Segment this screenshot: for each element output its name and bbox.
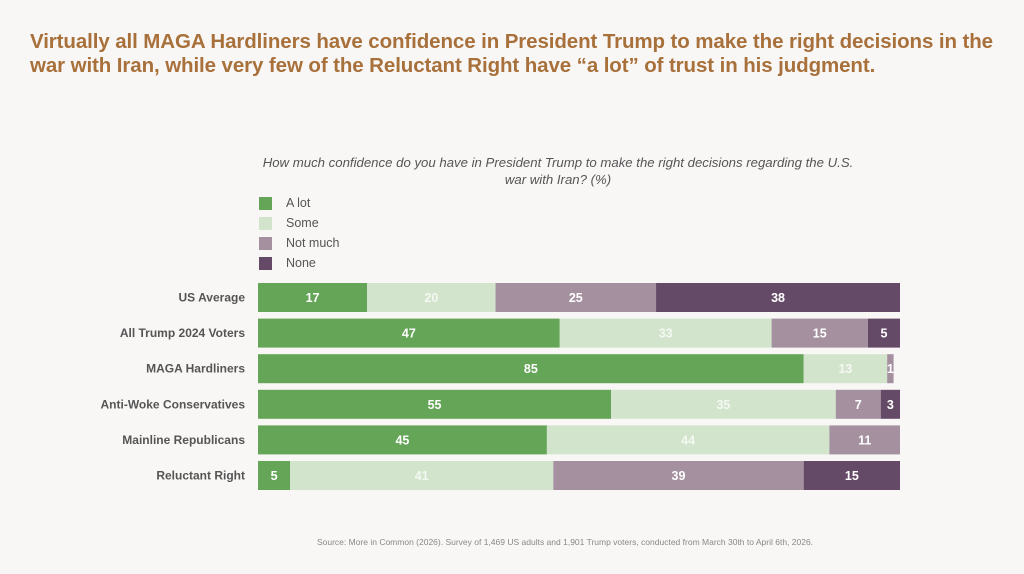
value-label-all-trump-2024-voters-not-much: 15 [813, 327, 827, 341]
bar-reluctant-right-some [290, 461, 554, 490]
bar-anti-woke-conservatives-not-much [835, 389, 881, 419]
bar-reluctant-right-not-much [553, 461, 804, 490]
bar-all-trump-2024-voters-some [559, 318, 772, 348]
value-label-anti-woke-conservatives-some: 35 [716, 398, 730, 412]
value-label-reluctant-right-not-much: 39 [672, 469, 686, 483]
value-label-all-trump-2024-voters-a-lot: 47 [402, 327, 416, 341]
value-label-reluctant-right-none: 15 [845, 469, 859, 483]
category-label-all-trump-2024-voters: All Trump 2024 Voters [120, 326, 245, 340]
headline: Virtually all MAGA Hardliners have confi… [30, 30, 993, 77]
value-label-reluctant-right-some: 41 [415, 469, 429, 483]
legend-label: None [286, 256, 316, 270]
legend-item-not-much: Not much [259, 233, 340, 253]
category-label-maga-hardliners: MAGA Hardliners [146, 362, 245, 376]
bar-reluctant-right-a-lot [258, 461, 291, 490]
bar-anti-woke-conservatives-a-lot [258, 389, 612, 419]
bar-anti-woke-conservatives-none [880, 389, 900, 419]
value-label-us-average-none: 38 [771, 291, 785, 305]
legend-swatch-a-lot [259, 196, 272, 210]
legend-label: A lot [286, 196, 311, 210]
value-label-reluctant-right-a-lot: 5 [271, 469, 278, 483]
value-label-us-average-some: 20 [424, 291, 438, 305]
value-label-maga-hardliners-a-lot: 85 [524, 362, 538, 376]
legend-item-a-lot: A lot [259, 193, 340, 213]
value-label-all-trump-2024-voters-some: 33 [659, 327, 673, 341]
legend-item-none: None [259, 253, 340, 273]
value-label-mainline-republicans-a-lot: 45 [395, 433, 409, 447]
value-label-anti-woke-conservatives-not-much: 7 [855, 398, 862, 412]
value-label-mainline-republicans-some: 44 [681, 433, 695, 447]
legend-swatch-some [259, 216, 272, 230]
bar-all-trump-2024-voters-none [867, 318, 900, 348]
legend-item-some: Some [259, 213, 340, 233]
value-label-anti-woke-conservatives-none: 3 [887, 398, 894, 412]
category-label-us-average: US Average [179, 291, 246, 305]
value-label-us-average-not-much: 25 [569, 291, 583, 305]
value-label-us-average-a-lot: 17 [306, 291, 320, 305]
bar-maga-hardliners-not-much [887, 354, 894, 384]
bar-all-trump-2024-voters-a-lot [258, 318, 560, 348]
chart-question: How much confidence do you have in Presi… [262, 155, 854, 187]
bar-us-average-not-much [495, 283, 657, 312]
bar-us-average-a-lot [258, 283, 368, 312]
value-label-all-trump-2024-voters-none: 5 [880, 327, 887, 341]
bar-mainline-republicans-some [546, 425, 830, 455]
category-label-mainline-republicans: Mainline Republicans [122, 433, 245, 447]
bar-us-average-none [656, 283, 900, 312]
legend-swatch-none [259, 256, 272, 270]
value-label-maga-hardliners-some: 13 [838, 362, 852, 376]
bar-us-average-some [367, 283, 496, 312]
legend-swatch-not-much [259, 236, 272, 250]
bar-maga-hardliners-some [803, 354, 888, 384]
bar-reluctant-right-none [803, 461, 900, 490]
bar-maga-hardliners-a-lot [258, 354, 804, 384]
bar-mainline-republicans-a-lot [258, 425, 547, 455]
legend-label: Some [286, 216, 319, 230]
bar-mainline-republicans-not-much [829, 425, 900, 455]
bar-anti-woke-conservatives-some [611, 389, 836, 419]
value-label-mainline-republicans-not-much: 11 [858, 433, 871, 447]
value-label-anti-woke-conservatives-a-lot: 55 [428, 398, 442, 412]
category-label-reluctant-right: Reluctant Right [156, 469, 245, 483]
bar-all-trump-2024-voters-not-much [771, 318, 868, 348]
source-note: Source: More in Common (2026). Survey of… [316, 537, 814, 547]
category-label-anti-woke-conservatives: Anti-Woke Conservatives [101, 397, 246, 411]
legend: A lot Some Not much None [259, 193, 340, 273]
legend-label: Not much [286, 236, 340, 250]
value-label-maga-hardliners-not-much: 1 [887, 362, 894, 376]
